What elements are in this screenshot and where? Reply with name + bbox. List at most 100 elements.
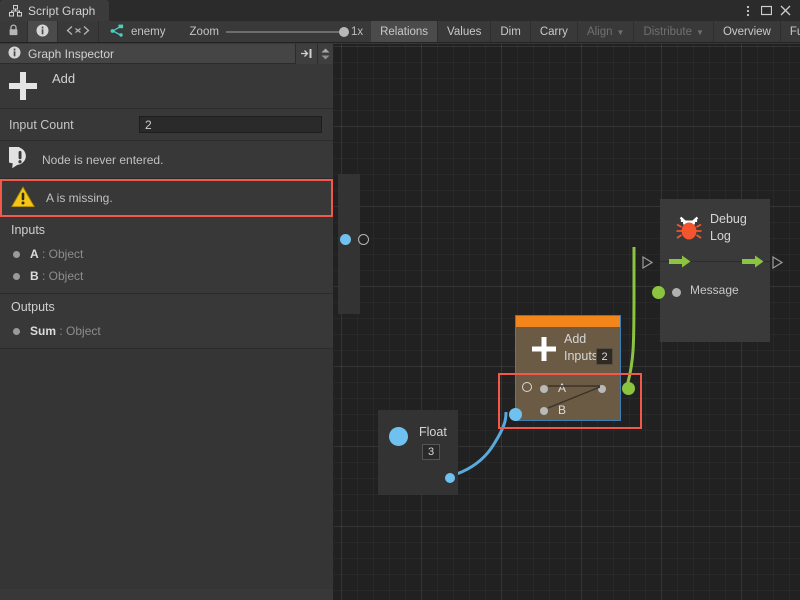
node-add-title-line2: Inputs [564,349,599,363]
toolbar-button-dim[interactable]: Dim [491,21,531,42]
input-type: : Object [38,247,84,261]
toolbar-button-distribute[interactable]: Distribute ▼ [634,21,714,42]
inspector-divider [0,348,333,349]
node-add-input-b-connected-port[interactable] [509,408,522,421]
node-float-title: Float [419,425,447,439]
node-debug-message-label: Message [690,283,739,297]
code-view-button[interactable] [58,21,99,42]
node-add-output-sum-port[interactable] [598,385,606,393]
node-error-highlight [498,373,642,429]
toolbar-button-label: Values [447,25,482,38]
close-icon[interactable] [776,1,795,21]
float-value-field[interactable]: 3 [422,444,440,460]
inspector-node-title-row: Add [0,64,333,109]
inspector-node-title: Add [52,70,76,86]
zoom-value: 1x [350,25,364,38]
port-dot-icon [13,250,20,258]
speech-alert-icon [3,145,31,172]
inspector-divider [0,293,333,294]
updown-stepper-icon[interactable] [317,43,333,64]
node-debug-message-connected-port[interactable] [652,286,665,299]
toolbar-button-label: Full Screen [789,25,800,38]
toolbar-button-align[interactable]: Align ▼ [578,21,635,42]
info-icon [8,46,21,62]
node-add-input-a-port[interactable] [540,385,548,393]
node-debug-log[interactable]: Debug Log Message [652,199,770,342]
chevron-down-icon: ▼ [616,28,625,37]
wire-add-to-debug-message [624,247,636,390]
toolbar-button-label: Dim [500,25,521,38]
inspector-output-row-sum: Sum : Object [0,320,333,342]
graph-toolbar: enemy Zoom 1x Relations Values Dim Carry… [0,21,800,43]
code-brackets-icon [66,25,90,39]
node-debug-divider [660,261,770,262]
node-add-count-field[interactable]: 2 [596,348,613,365]
toolbar-button-label: Align [586,25,613,38]
message-text: A is missing. [46,191,113,205]
node-debug-exec-in-icon[interactable] [669,255,691,271]
toolbar-button-overview[interactable]: Overview [714,21,781,42]
input-type: : Object [38,269,84,283]
inspector-empty-area [0,349,333,589]
lock-icon [8,24,19,39]
partially-hidden-node[interactable] [338,174,360,314]
node-add-port-row-b: B [516,402,620,422]
node-add-header-bar [516,316,620,327]
node-debug-title-line1: Debug [710,212,747,226]
graph-node-icon [109,24,124,40]
input-name: B [30,269,39,283]
node-debug-message-port[interactable] [672,288,681,297]
kebab-menu-icon[interactable] [738,1,757,21]
node-add-input-b-port[interactable] [540,407,548,415]
inspector-input-row-b: B : Object [0,265,333,287]
warning-triangle-icon [11,185,35,211]
input-count-field[interactable]: 2 [139,116,322,133]
node-float[interactable]: Float 3 [378,410,458,495]
breadcrumb[interactable]: enemy [99,21,178,42]
exec-flow-out-triangle-icon [772,255,784,272]
node-add-inputs[interactable]: Add Inputs 2 A B [509,315,635,422]
port-dot-icon [13,272,20,280]
node-debug-exec-out-icon[interactable] [742,255,764,271]
zoom-control[interactable]: Zoom 1x [182,21,372,42]
node-add-exec-in-port[interactable] [522,382,532,392]
hidden-node-port[interactable] [340,234,351,245]
toolbar-button-carry[interactable]: Carry [531,21,578,42]
toolbar-button-label: Relations [380,25,429,38]
toolbar-button-full-screen[interactable]: Full Screen [781,21,800,42]
float-output-port[interactable] [445,473,455,483]
port-dot-icon [13,327,20,335]
inspector-input-row-a: A : Object [0,243,333,265]
tab-script-graph[interactable]: Script Graph [0,0,110,21]
maximize-icon[interactable] [757,1,776,21]
lock-button[interactable] [0,21,28,42]
info-icon [36,24,49,40]
toolbar-button-values[interactable]: Values [438,21,492,42]
collapse-panel-icon[interactable] [295,43,317,64]
plus-icon [8,71,38,101]
input-count-row: Input Count 2 [0,109,333,141]
node-add-output-connected-port[interactable] [622,382,635,395]
message-a-is-missing: A is missing. [0,179,333,217]
node-add-input-a-label: A [558,381,567,395]
graph-canvas[interactable]: Float 3 Add Inputs 2 A [334,44,800,600]
node-add-port-row-a: A [516,380,620,400]
toolbar-button-relations[interactable]: Relations [371,21,439,42]
inspector-inputs-header: Inputs [11,223,46,237]
breadcrumb-label: enemy [131,25,166,38]
float-value-port[interactable] [389,427,408,446]
zoom-slider-knob[interactable] [338,26,349,37]
toolbar-button-label: Overview [722,25,771,38]
zoom-slider[interactable] [225,26,349,37]
inspector-header-controls [295,43,333,64]
chevron-down-icon: ▼ [696,28,704,37]
node-add-title-line1: Add [564,332,587,346]
input-count-label: Input Count [9,117,74,132]
node-add-input-b-label: B [558,403,567,417]
hidden-node-exec-port[interactable] [358,234,369,245]
plus-icon [531,336,557,362]
inspector-toggle-button[interactable] [28,21,58,42]
message-node-never-entered: Node is never entered. [0,141,333,179]
window-controls [738,0,800,21]
